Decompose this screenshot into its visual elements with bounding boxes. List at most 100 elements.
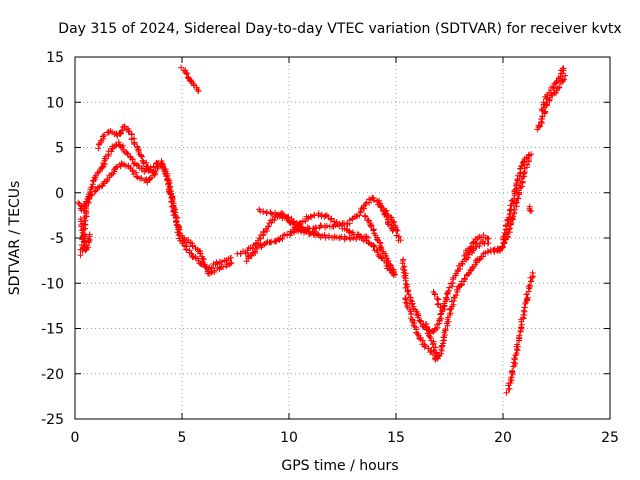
point-markers <box>111 141 120 150</box>
point-markers <box>168 193 180 221</box>
axis-ticks <box>74 56 611 420</box>
x-axis-label: GPS time / hours <box>281 458 398 474</box>
point-markers <box>461 267 474 283</box>
point-markers <box>429 338 441 362</box>
point-markers <box>374 234 385 253</box>
y-tick-label: 10 <box>46 95 64 111</box>
point-markers <box>133 162 146 172</box>
point-markers <box>461 244 474 259</box>
series-track-18 <box>461 232 492 259</box>
point-markers <box>514 178 526 202</box>
point-markers <box>441 305 455 336</box>
point-markers <box>517 308 528 335</box>
point-markers <box>216 263 230 271</box>
series-track-21 <box>526 203 535 215</box>
series-track-5 <box>178 64 202 95</box>
point-markers <box>473 233 484 243</box>
point-markers <box>134 144 146 164</box>
series-track-13 <box>375 201 404 244</box>
point-markers <box>442 283 456 305</box>
point-markers <box>244 241 257 256</box>
point-markers <box>358 233 371 241</box>
point-markers <box>559 65 567 74</box>
point-markers <box>393 226 404 244</box>
point-markers <box>189 254 201 262</box>
point-markers <box>316 222 329 231</box>
point-markers <box>410 303 422 321</box>
point-markers <box>146 166 158 178</box>
point-markers <box>101 128 112 138</box>
x-tick-label: 10 <box>280 430 298 446</box>
point-markers <box>125 162 136 175</box>
point-markers <box>559 72 569 84</box>
point-markers <box>480 232 492 242</box>
x-tick-label: 20 <box>494 430 512 446</box>
point-markers <box>448 286 461 310</box>
point-markers <box>95 133 107 152</box>
point-markers <box>223 254 234 264</box>
point-markers <box>94 182 106 191</box>
point-markers <box>381 211 392 227</box>
point-markers <box>421 341 432 352</box>
point-markers <box>106 166 118 179</box>
series-track-16 <box>422 320 441 362</box>
point-markers <box>190 81 202 95</box>
point-markers <box>256 206 270 216</box>
series-track-24 <box>538 65 567 114</box>
y-tick-label: -15 <box>41 322 64 338</box>
x-tick-label: 5 <box>178 430 187 446</box>
point-markers <box>367 221 379 239</box>
chart-title: Day 315 of 2024, Sidereal Day-to-day VTE… <box>58 21 621 37</box>
point-markers <box>257 239 270 251</box>
point-markers <box>185 239 196 250</box>
point-markers <box>379 248 392 267</box>
point-markers <box>512 332 523 359</box>
point-markers <box>306 228 321 238</box>
series-track-12 <box>361 212 398 276</box>
point-markers <box>513 169 524 192</box>
point-markers <box>224 259 235 268</box>
series-track-2 <box>75 160 210 271</box>
point-markers <box>357 202 368 216</box>
series-track-9 <box>234 210 399 279</box>
point-markers <box>480 238 492 247</box>
point-markers <box>82 245 90 254</box>
point-markers <box>521 151 532 162</box>
point-markers <box>178 64 189 75</box>
point-markers <box>319 231 332 241</box>
series-track-17 <box>430 288 446 314</box>
point-markers <box>115 139 126 151</box>
point-markers <box>538 104 549 123</box>
series-track-11 <box>291 210 371 241</box>
point-markers <box>434 301 446 314</box>
point-markers <box>121 123 133 135</box>
point-markers <box>88 177 97 191</box>
series-track-15 <box>402 245 505 363</box>
point-markers <box>336 233 350 243</box>
point-markers <box>173 217 183 239</box>
point-markers <box>370 242 381 255</box>
point-markers <box>78 202 88 214</box>
y-tick-label: -10 <box>41 276 64 292</box>
tick-labels: 0 5 10 15 20 25 -25 -20 -15 -10 -5 0 5 10 15 <box>41 50 619 446</box>
y-tick-label: -5 <box>50 231 64 247</box>
data-points <box>75 64 569 396</box>
x-tick-label: 15 <box>387 430 405 446</box>
point-markers <box>430 321 441 335</box>
point-markers <box>454 258 466 274</box>
y-tick-label: 0 <box>55 186 64 202</box>
series-track-23 <box>534 72 569 133</box>
point-markers <box>438 332 448 354</box>
point-markers <box>387 261 398 276</box>
x-tick-label: 0 <box>71 430 80 446</box>
point-markers <box>263 209 279 218</box>
series-track-22 <box>503 269 537 396</box>
series-track-10 <box>256 206 321 238</box>
point-markers <box>94 164 106 176</box>
point-markers <box>525 269 537 290</box>
series-track-4 <box>77 216 93 254</box>
point-markers <box>507 186 519 209</box>
point-markers <box>526 203 535 215</box>
